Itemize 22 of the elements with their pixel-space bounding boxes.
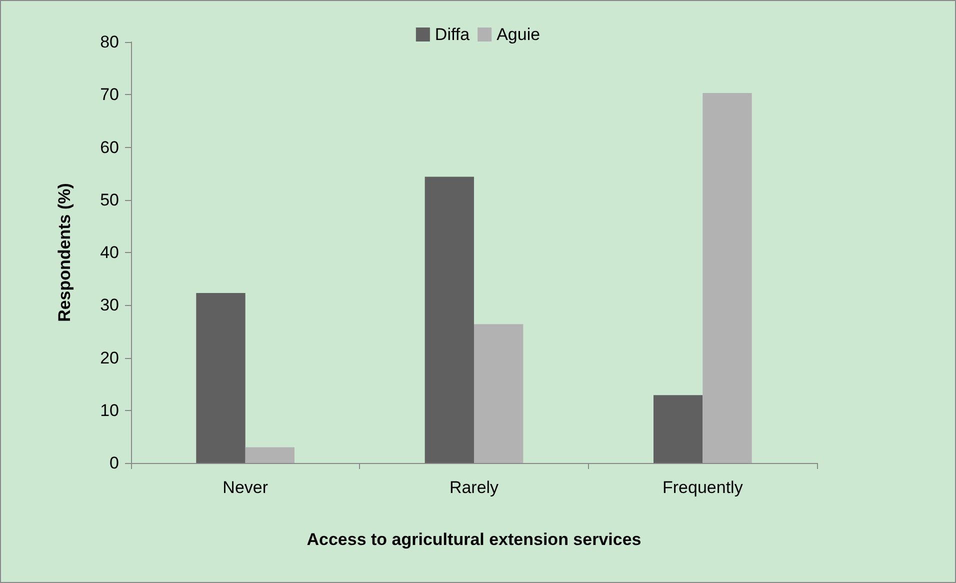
x-tick-label: Never [222,478,268,497]
y-tick-label: 40 [100,243,119,262]
bar [196,293,246,463]
legend-label: Aguie [496,25,540,44]
y-tick-label: 80 [100,32,119,52]
y-tick-label: 20 [100,348,119,368]
x-axis-title: Access to agricultural extension services [306,530,642,549]
y-tick-label: 70 [100,85,119,104]
x-tick-label: Frequently [662,478,744,497]
legend-label: Diffa [434,25,470,44]
y-axis-title: Respondents (%) [55,183,74,322]
bar [474,324,524,463]
bar [245,447,294,463]
bar [424,176,474,463]
x-tick-label: Rarely [449,478,500,497]
bar [702,93,752,463]
bar [654,395,703,463]
y-tick-label: 10 [100,400,119,420]
y-tick-label: 0 [110,454,119,472]
y-tick-label: 30 [100,296,119,315]
y-tick-label: 60 [100,138,119,157]
y-tick-label: 50 [100,190,119,210]
